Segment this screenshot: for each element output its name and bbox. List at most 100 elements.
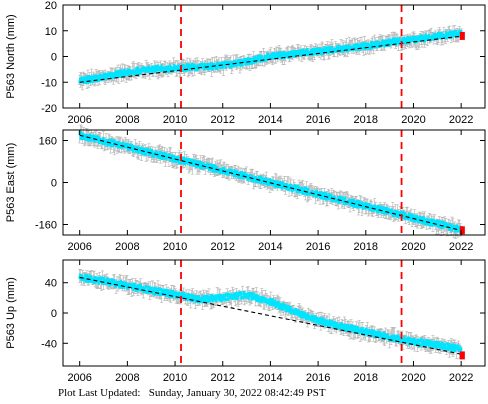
data-point (361, 202, 364, 206)
data-point (432, 33, 436, 37)
data-point (384, 211, 387, 215)
data-point (393, 37, 397, 41)
data-point (238, 59, 242, 63)
data-point (319, 47, 322, 51)
data-point (143, 150, 147, 154)
data-point (410, 215, 413, 219)
data-point (299, 50, 302, 54)
data-point (299, 190, 302, 194)
data-point (345, 44, 348, 48)
data-point (449, 223, 452, 227)
data-point (369, 44, 372, 48)
x-tick-label: 2006 (67, 241, 91, 253)
data-point (386, 40, 390, 45)
data-point (446, 223, 450, 227)
data-point (137, 150, 140, 154)
data-point (412, 214, 416, 218)
data-point (301, 48, 305, 52)
data-point (288, 186, 291, 190)
data-point (324, 197, 327, 201)
data-point (372, 207, 376, 212)
data-point (448, 30, 452, 34)
data-point (213, 167, 216, 171)
data-point (314, 51, 317, 56)
data-point (138, 71, 141, 75)
data-point (247, 61, 251, 65)
x-tick-label: 2016 (306, 114, 330, 126)
data-point (303, 191, 307, 195)
data-point (203, 163, 207, 168)
data-point (375, 207, 379, 211)
data-point (254, 55, 257, 60)
data-point (122, 141, 125, 145)
data-point (403, 41, 406, 45)
data-point (246, 57, 249, 61)
data-point (448, 32, 451, 36)
data-point (323, 50, 327, 54)
data-point (377, 40, 381, 45)
data-point (324, 46, 327, 50)
y-tick-label: 20 (45, 0, 57, 12)
data-point (209, 67, 212, 71)
data-point (264, 177, 268, 181)
data-point (444, 224, 447, 229)
data-point (243, 175, 246, 180)
data-point (418, 215, 422, 220)
data-point (436, 224, 439, 228)
data-point (92, 134, 96, 138)
data-point (358, 200, 361, 204)
data-point (266, 179, 269, 183)
data-point (220, 65, 224, 70)
data-point (254, 60, 257, 64)
data-point (348, 44, 351, 48)
data-point (295, 49, 299, 54)
data-point (314, 191, 317, 195)
data-point (370, 208, 374, 212)
data-point (223, 167, 226, 171)
data-point (336, 45, 339, 49)
data-point (417, 218, 421, 222)
data-point (88, 75, 91, 79)
data-point (369, 46, 372, 50)
data-point (330, 49, 333, 53)
data-point (303, 52, 307, 56)
data-point (398, 37, 401, 41)
y-tick-label: 10 (45, 26, 57, 38)
data-point (193, 163, 196, 167)
data-point (148, 153, 151, 157)
data-point (238, 62, 241, 67)
data-point (139, 71, 142, 75)
x-tick-label: 2022 (449, 114, 473, 126)
data-point (187, 67, 191, 72)
data-point (305, 50, 308, 54)
data-point (214, 164, 217, 169)
data-point (383, 206, 386, 210)
data-point (146, 66, 149, 70)
data-point (211, 163, 215, 168)
data-point (190, 66, 193, 70)
data-point (293, 187, 296, 191)
data-point (311, 189, 314, 194)
data-point (147, 65, 151, 69)
data-point (177, 64, 180, 68)
data-point (407, 216, 410, 220)
data-point (255, 179, 258, 184)
data-point (410, 213, 414, 217)
data-point (160, 64, 163, 68)
data-point (453, 225, 456, 230)
data-point (298, 189, 301, 194)
data-point (232, 171, 236, 175)
data-point (177, 161, 181, 165)
data-point (250, 178, 253, 182)
data-point (340, 199, 343, 203)
data-point (312, 50, 315, 54)
data-point (258, 177, 261, 181)
data-point (403, 217, 406, 221)
data-point (390, 208, 393, 212)
data-point (384, 43, 387, 48)
data-point (282, 52, 285, 56)
data-point (352, 198, 356, 203)
data-point (177, 159, 180, 163)
data-point (430, 223, 434, 227)
data-point (284, 52, 287, 56)
